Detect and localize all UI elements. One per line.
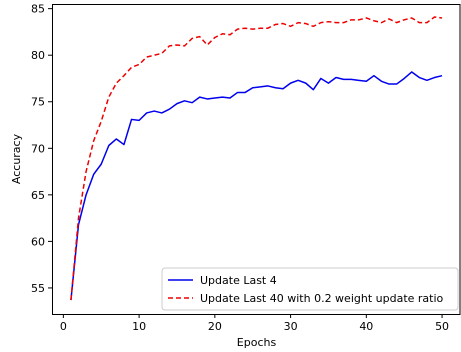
legend: Update Last 4 Update Last 40 with 0.2 wei… (161, 267, 459, 311)
x-tick-label: 0 (60, 320, 67, 333)
series-line-1 (70, 71, 443, 301)
x-tick-label: 10 (132, 320, 146, 333)
y-tick-label: 60 (31, 235, 45, 248)
y-tick-label: 75 (31, 96, 45, 109)
y-tick-label: 55 (31, 282, 45, 295)
x-axis-label: Epochs (237, 336, 277, 349)
legend-entry-2: Update Last 40 with 0.2 weight update ra… (200, 292, 444, 305)
legend-box (161, 267, 459, 311)
x-tick-label: 30 (284, 320, 298, 333)
series-line-2 (70, 16, 443, 301)
y-tick-label: 80 (31, 49, 45, 62)
x-tick-label: 20 (208, 320, 222, 333)
plot-frame (52, 4, 461, 315)
y-axis: 55 60 65 70 75 80 85 (31, 3, 52, 295)
legend-entry-1: Update Last 4 (200, 274, 277, 287)
x-axis: 0 10 20 30 40 50 (60, 314, 449, 333)
y-axis-label: Accuracy (10, 133, 23, 184)
plot-area (52, 4, 461, 315)
y-tick-label: 85 (31, 3, 45, 16)
x-tick-label: 40 (359, 320, 373, 333)
y-tick-label: 70 (31, 142, 45, 155)
x-tick-label: 50 (435, 320, 449, 333)
y-tick-label: 65 (31, 189, 45, 202)
